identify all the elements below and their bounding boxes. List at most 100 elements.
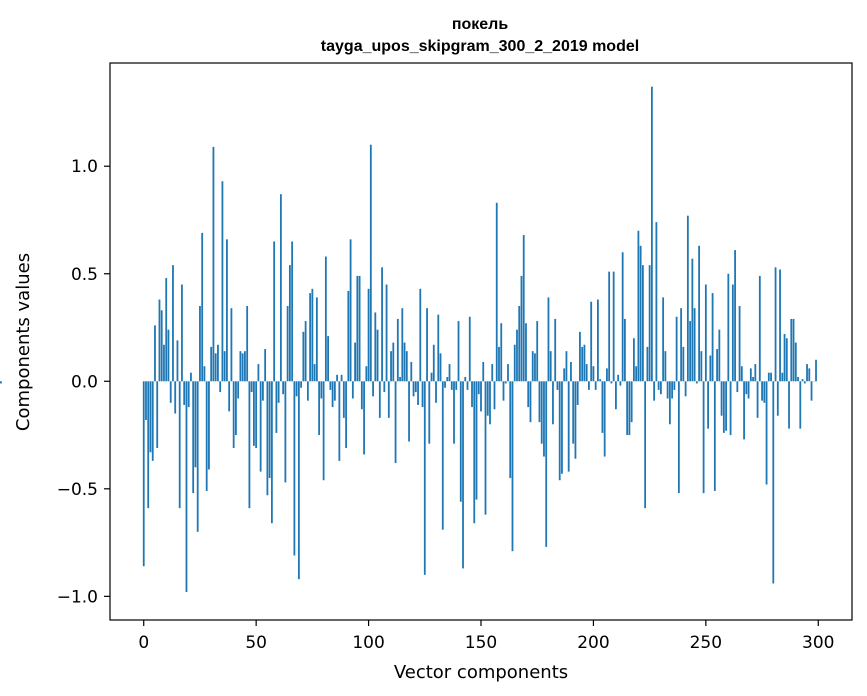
bar: [529, 381, 532, 423]
bar: [374, 312, 377, 382]
chart-subtitle: tayga_upos_skipgram_300_2_2019 model: [321, 38, 639, 55]
bar: [597, 299, 599, 382]
bar: [752, 376, 754, 382]
bar: [273, 241, 276, 382]
bar: [338, 381, 341, 461]
bar: [293, 381, 296, 556]
bar: [412, 381, 415, 397]
bar: [421, 381, 424, 408]
bar: [785, 338, 788, 382]
x-tick-label: 200: [577, 633, 609, 653]
bar: [799, 381, 802, 429]
bar: [210, 346, 213, 382]
bar: [646, 346, 649, 382]
bar: [428, 381, 431, 444]
bar: [473, 381, 476, 524]
bar: [262, 381, 264, 401]
bar: [650, 86, 653, 382]
bar: [641, 265, 644, 382]
bar: [639, 245, 642, 382]
bar: [313, 364, 316, 382]
bar: [491, 364, 494, 382]
bar: [788, 381, 790, 429]
bar: [432, 344, 435, 382]
bar: [237, 381, 240, 399]
bar: [185, 381, 188, 593]
bar: [311, 288, 314, 382]
bar: [606, 368, 608, 382]
bar: [426, 308, 428, 382]
bar: [572, 381, 575, 444]
bar: [736, 381, 739, 393]
bar: [583, 344, 586, 382]
bar: [592, 366, 595, 382]
bar: [655, 222, 658, 382]
chart-title: покель: [452, 16, 509, 33]
bar: [199, 306, 201, 382]
bar: [624, 318, 626, 382]
bar: [270, 381, 273, 524]
bar: [381, 267, 383, 382]
x-tick-label: 300: [802, 633, 834, 653]
bar: [740, 366, 743, 382]
bar: [617, 374, 620, 382]
bar: [163, 344, 165, 382]
bar: [801, 379, 804, 382]
bar: [149, 381, 152, 453]
bar: [725, 381, 727, 431]
bar: [446, 376, 449, 382]
bar: [356, 275, 359, 382]
x-tick-label: 250: [690, 633, 722, 653]
bar: [781, 372, 784, 382]
bar: [635, 366, 638, 382]
bar: [223, 351, 226, 382]
bar: [554, 318, 557, 382]
bar: [536, 321, 539, 382]
bar: [387, 381, 390, 418]
bar: [731, 284, 734, 382]
bar: [720, 381, 723, 416]
bar: [405, 351, 408, 382]
bar: [628, 381, 631, 436]
bar: [342, 381, 345, 418]
bar: [561, 381, 563, 474]
bar: [711, 293, 714, 382]
bar: [516, 329, 518, 382]
bar: [758, 275, 761, 382]
bar: [700, 351, 703, 382]
bar: [275, 381, 278, 433]
bar: [360, 381, 363, 410]
bar: [698, 245, 700, 382]
bar: [576, 381, 579, 405]
bar: [615, 381, 617, 410]
bar: [489, 381, 491, 425]
bar: [666, 381, 669, 399]
bar: [556, 381, 559, 390]
y-tick-label: 0.5: [71, 265, 98, 285]
bar: [304, 321, 307, 382]
bar: [471, 381, 473, 408]
bar: [718, 329, 721, 382]
bar: [383, 381, 386, 393]
bar: [770, 372, 772, 382]
bar: [158, 299, 161, 382]
bar: [756, 381, 759, 418]
bar: [309, 293, 312, 382]
bar: [707, 381, 709, 429]
bar: [257, 364, 260, 382]
bar-series: [0, 86, 817, 593]
bar: [608, 271, 611, 382]
bar: [221, 181, 224, 382]
bar: [659, 381, 662, 395]
bar: [704, 284, 707, 382]
bar: [579, 331, 581, 382]
bar: [482, 361, 485, 382]
y-tick-label: 1.0: [71, 157, 98, 177]
bar: [668, 381, 671, 425]
bar: [435, 381, 437, 403]
bar: [664, 351, 667, 382]
bar: [318, 381, 321, 436]
bar: [203, 366, 206, 382]
bar: [156, 381, 159, 448]
bar: [145, 381, 147, 420]
